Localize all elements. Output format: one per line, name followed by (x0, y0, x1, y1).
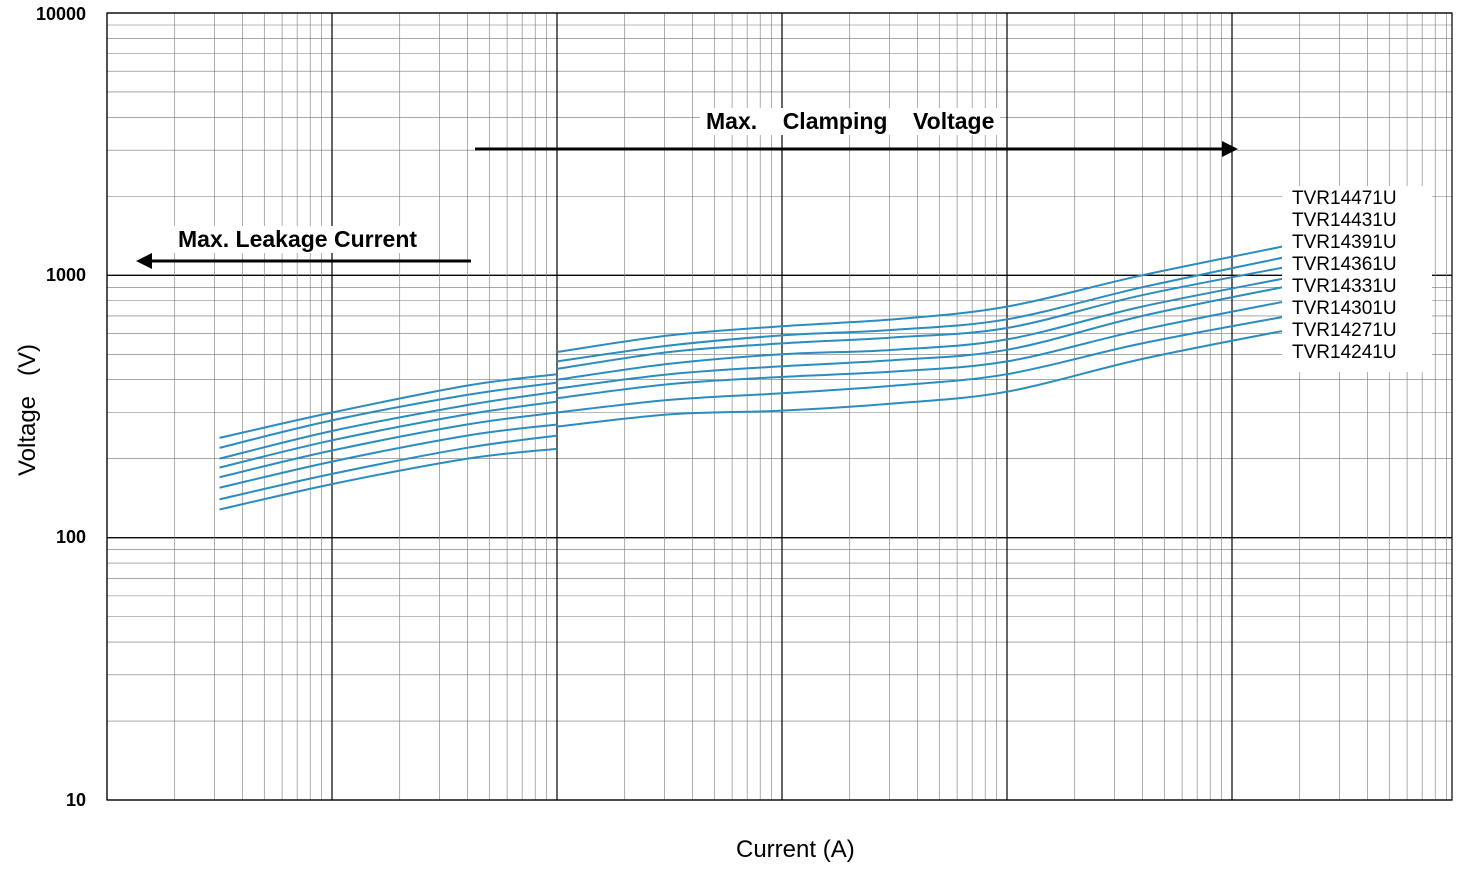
y-tick-label-10: 10 (65, 790, 86, 810)
leakage-arrow-head (136, 253, 152, 269)
series-line-tvr14271u-seg2 (556, 315, 1289, 414)
annotation-leakage-current: Max. Leakage Current (172, 226, 424, 253)
series-line-tvr14391u-seg2 (556, 265, 1289, 370)
legend-item: TVR14391U (1292, 232, 1397, 253)
series-line-tvr14361u-seg2 (556, 276, 1289, 381)
series-line-tvr14241u-seg2 (556, 328, 1289, 428)
legend-item: TVR14271U (1292, 320, 1397, 341)
legend-item: TVR14241U (1292, 342, 1397, 363)
y-tick-label-1000: 1000 (45, 265, 86, 285)
series-line-tvr14241u-seg1 (219, 447, 558, 511)
legend-item: TVR14361U (1292, 254, 1397, 275)
series-line-tvr14471u-seg1 (219, 373, 558, 439)
series-line-tvr14361u-seg1 (219, 400, 558, 469)
annotation-clamping-voltage: Max. Clamping Voltage (700, 108, 1001, 135)
series-line-tvr14391u-seg1 (219, 390, 558, 460)
series-line-tvr14431u-seg1 (219, 381, 558, 449)
series-line-tvr14331u-seg2 (556, 285, 1289, 390)
legend-item: TVR14471U (1292, 188, 1397, 209)
x-axis-title: Current (A) (736, 836, 855, 863)
y-tick-label-100: 100 (55, 527, 86, 547)
plot-frame (106, 12, 1453, 801)
series-line-tvr14271u-seg1 (219, 434, 558, 501)
legend-item: TVR14301U (1292, 298, 1397, 319)
series-line-tvr14301u-seg1 (219, 423, 558, 489)
y-axis-title: Voltage (V) (14, 343, 41, 477)
series-line-tvr14301u-seg2 (556, 299, 1289, 400)
series-line-tvr14331u-seg1 (219, 411, 558, 479)
annotation-arrows (136, 141, 1238, 269)
series-lines (219, 244, 1289, 511)
legend-item: TVR14331U (1292, 276, 1397, 297)
clamping-arrow-head (1222, 141, 1238, 157)
series-line-tvr14431u-seg2 (556, 255, 1289, 363)
legend-item: TVR14431U (1292, 210, 1397, 231)
series-line-tvr14471u-seg2 (556, 244, 1289, 353)
y-tick-label-10000: 10000 (35, 4, 86, 24)
legend: TVR14471U TVR14431U TVR14391U TVR14361U … (1282, 186, 1432, 372)
